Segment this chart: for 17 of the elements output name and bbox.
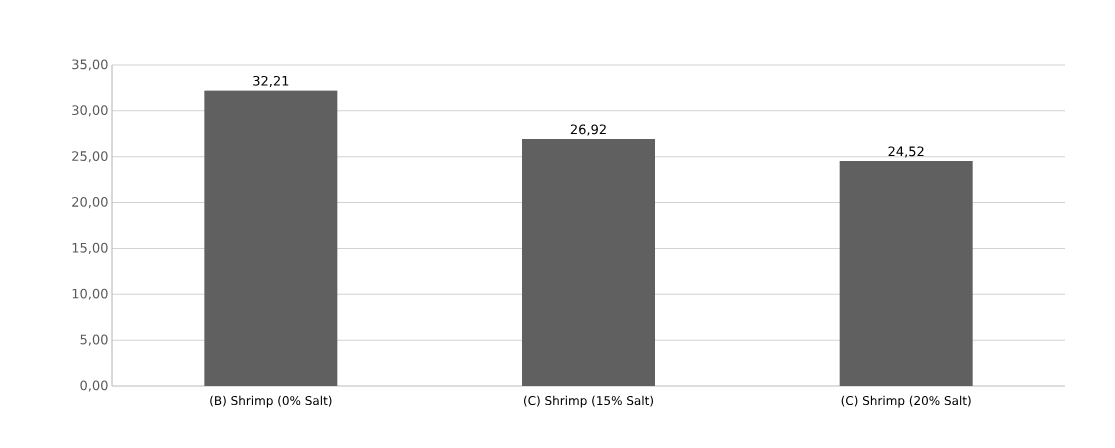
y-tick-label: 0,00 <box>80 380 108 392</box>
y-tick-label: 15,00 <box>72 242 108 254</box>
y-tick-label: 10,00 <box>72 288 108 300</box>
x-tick-label: (C) Shrimp (20% Salt) <box>841 395 971 408</box>
y-tick-label: 30,00 <box>72 105 108 117</box>
bar <box>522 139 656 386</box>
bar <box>204 90 338 386</box>
data-label: 32,21 <box>253 75 289 88</box>
data-label: 26,92 <box>570 124 606 136</box>
y-tick-label: 5,00 <box>80 334 108 346</box>
x-tick-label: (B) Shrimp (0% Salt) <box>210 395 332 408</box>
bar <box>839 161 973 386</box>
x-tick-label: (C) Shrimp (15% Salt) <box>524 395 653 408</box>
y-tick-label: 35,00 <box>72 59 108 71</box>
y-tick-label: 20,00 <box>72 197 108 209</box>
y-tick-label: 25,00 <box>72 151 108 163</box>
data-label: 24,52 <box>888 146 924 158</box>
